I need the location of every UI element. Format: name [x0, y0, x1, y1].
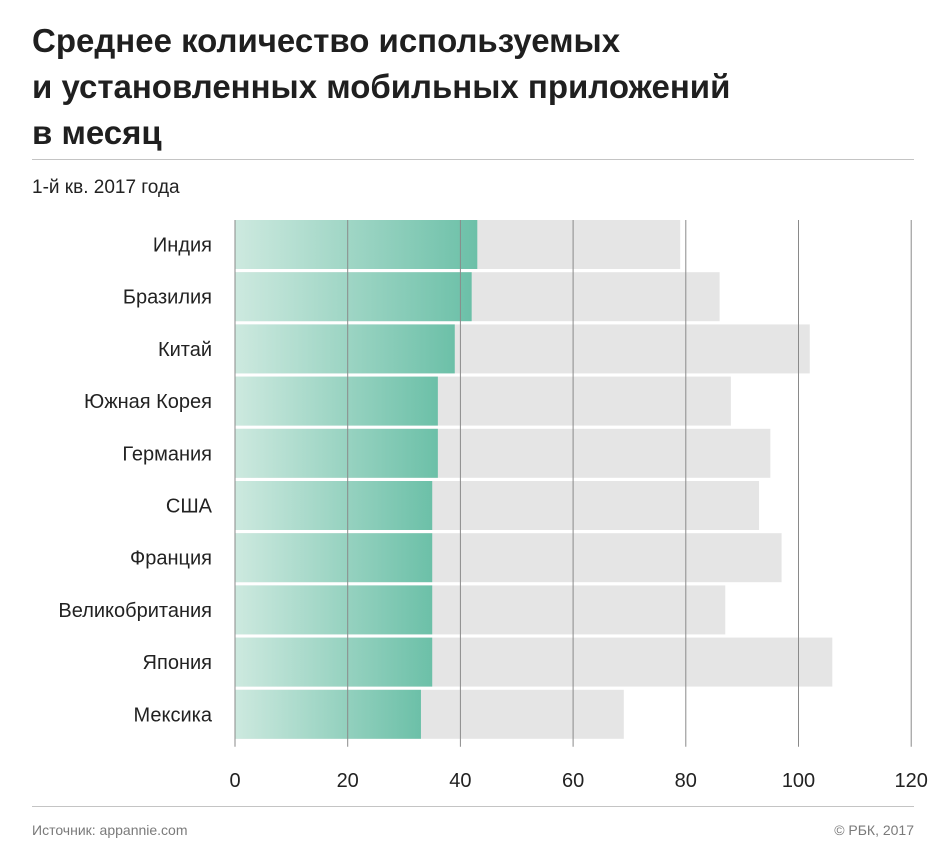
bar-used — [235, 272, 472, 322]
bar-chart: Индия Бразилия Китай Южная Корея Германия США… — [58, 220, 928, 792]
bar-used — [235, 689, 421, 739]
category-label: Индия — [153, 235, 212, 257]
bar-used — [235, 637, 433, 687]
x-tick-label: 120 — [895, 770, 928, 792]
bar-used — [235, 324, 455, 374]
bar-used — [235, 220, 478, 269]
category-label: Южная Корея — [84, 391, 212, 413]
category-label: Германия — [122, 443, 212, 465]
used-bars — [235, 220, 478, 739]
x-axis-ticks: 0 20 40 60 80 100 120 — [229, 770, 927, 792]
top-divider — [32, 159, 914, 160]
category-label: Япония — [143, 652, 212, 674]
category-labels: Индия Бразилия Китай Южная Корея Германия США… — [58, 235, 212, 727]
chart-title: Среднее количество используемых и устано… — [32, 18, 912, 156]
category-label: Китай — [158, 339, 212, 361]
bar-used — [235, 533, 433, 583]
category-label: Бразилия — [123, 287, 212, 309]
title-line-3: в месяц — [32, 114, 162, 151]
x-tick-label: 0 — [229, 770, 240, 792]
chart-subtitle: 1-й кв. 2017 года — [32, 177, 180, 198]
category-label: Мексика — [134, 704, 213, 726]
gridlines — [234, 220, 912, 747]
x-tick-label: 100 — [782, 770, 815, 792]
title-line-2: и установленных мобильных приложений — [32, 68, 731, 105]
category-label: США — [166, 496, 213, 518]
title-line-1: Среднее количество используемых — [32, 22, 621, 59]
bar-used — [235, 481, 433, 530]
x-tick-label: 60 — [562, 770, 584, 792]
source-note: Источник: appannie.com — [32, 822, 188, 838]
x-tick-label: 40 — [449, 770, 471, 792]
bar-used — [235, 376, 438, 426]
copyright-note: © РБК, 2017 — [834, 822, 914, 838]
category-label: Великобритания — [58, 600, 212, 622]
bar-used — [235, 428, 438, 478]
bar-used — [235, 585, 433, 635]
bottom-divider — [32, 806, 914, 807]
category-label: Франция — [130, 548, 212, 570]
x-tick-label: 20 — [337, 770, 359, 792]
x-tick-label: 80 — [675, 770, 697, 792]
